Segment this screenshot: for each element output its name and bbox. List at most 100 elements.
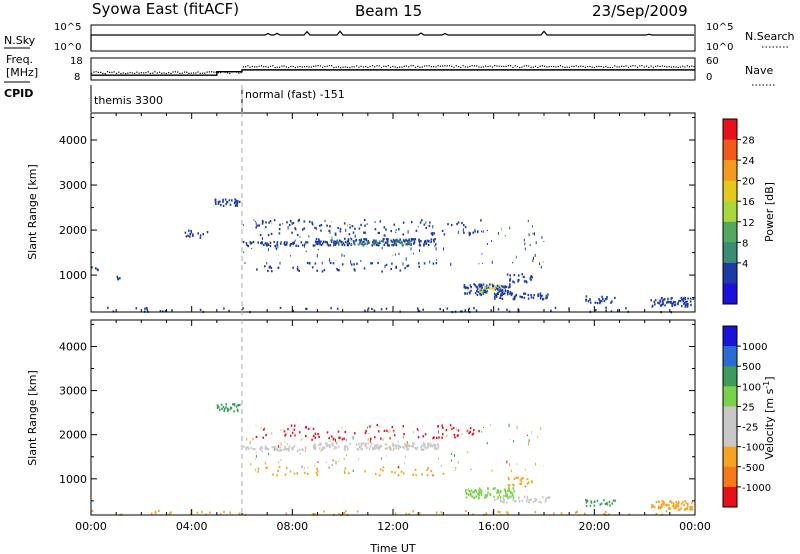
scatter-point [430, 240, 432, 243]
scatter-point [379, 468, 382, 471]
scatter-point [320, 243, 323, 247]
scatter-point [681, 305, 683, 308]
scatter-point [496, 491, 498, 494]
scatter-point [296, 233, 299, 237]
scatter-point [547, 293, 549, 296]
scatter-point [670, 500, 672, 503]
scatter-point [223, 307, 225, 310]
nave-dot [587, 66, 589, 68]
scatter-point [547, 496, 550, 499]
x-tick-label: 00:00 [679, 520, 711, 533]
nave-dot [514, 65, 516, 67]
scatter-streak [287, 226, 289, 230]
scatter-streak [251, 248, 253, 249]
scatter-point [321, 242, 324, 245]
nave-dot [279, 66, 281, 68]
scatter-point [301, 228, 304, 231]
scatter-point [433, 447, 436, 450]
scatter-point [376, 244, 379, 247]
scatter-point [662, 500, 665, 503]
scatter-point [391, 442, 394, 445]
scatter-point [655, 500, 658, 504]
scatter-point [678, 299, 680, 302]
scatter-point [336, 241, 338, 244]
scatter-point [513, 297, 516, 300]
scatter-point [233, 410, 235, 413]
scatter-point [371, 262, 373, 265]
scatter-point [511, 492, 514, 495]
scatter-streak [264, 427, 266, 431]
scatter-point [406, 243, 409, 246]
scatter-point [686, 507, 689, 510]
scatter-point [146, 308, 148, 311]
scatter-point [364, 309, 366, 312]
nave-dot [428, 65, 430, 67]
scatter-point [426, 442, 429, 445]
scatter-point [329, 244, 332, 247]
nave-dot [670, 66, 672, 68]
nave-dot [371, 65, 374, 67]
scatter-point [260, 445, 262, 448]
scatter-point [356, 447, 358, 450]
scatter-point [480, 285, 482, 288]
scatter-point [492, 511, 494, 514]
scatter-point [317, 241, 320, 244]
scatter-point [481, 285, 483, 288]
scatter-point [519, 295, 521, 298]
scatter-point [158, 509, 160, 512]
scatter-streak [261, 449, 263, 453]
scatter-point [505, 495, 508, 498]
colorbar-tick-label: 20 [742, 177, 755, 188]
nave-dot [605, 66, 607, 68]
scatter-point [586, 499, 589, 503]
scatter-point [278, 232, 281, 235]
scatter-point [519, 482, 521, 486]
scatter-point [284, 473, 287, 476]
scatter-point [348, 242, 351, 245]
scatter-point [509, 277, 512, 280]
scatter-streak [338, 460, 339, 462]
scatter-streak [393, 431, 394, 433]
scatter-point [519, 479, 522, 482]
scatter-point [220, 403, 223, 406]
scatter-point [655, 512, 658, 515]
scatter-point [314, 226, 316, 229]
scatter-point [334, 232, 337, 235]
scatter-point [477, 493, 479, 496]
nave-dot [197, 71, 199, 73]
scatter-point [414, 468, 417, 471]
scatter-point [504, 292, 506, 295]
scatter-point [317, 432, 319, 436]
scatter-point [513, 477, 516, 480]
scatter-point [393, 239, 396, 243]
scatter-point [500, 500, 502, 503]
scatter-point [545, 497, 547, 501]
scatter-point [217, 202, 220, 205]
scatter-point [682, 501, 684, 504]
scatter-point [352, 231, 355, 234]
scatter-point [247, 446, 249, 449]
nave-dot [290, 65, 292, 67]
scatter-point [650, 299, 652, 302]
scatter-point [517, 274, 520, 277]
scatter-point [502, 501, 504, 504]
nave-dot [213, 71, 215, 73]
nave-dot [471, 65, 473, 67]
nave-dot [111, 71, 113, 73]
colorbar-swatch [723, 486, 737, 508]
nave-dot [356, 65, 358, 67]
scatter-streak [335, 441, 337, 444]
nave-dot [299, 66, 301, 68]
scatter-point [415, 448, 418, 451]
scatter-point [493, 292, 496, 295]
nave-dot [421, 66, 423, 68]
nave-dot [546, 66, 548, 68]
scatter-point [287, 428, 289, 431]
scatter-point [374, 447, 376, 450]
scatter-point [671, 302, 673, 305]
scatter-point [303, 471, 306, 474]
scatter-point [344, 237, 346, 240]
freq-label-line1: Freq. [6, 53, 33, 66]
scatter-point [470, 289, 472, 292]
nave-dot [158, 71, 161, 73]
